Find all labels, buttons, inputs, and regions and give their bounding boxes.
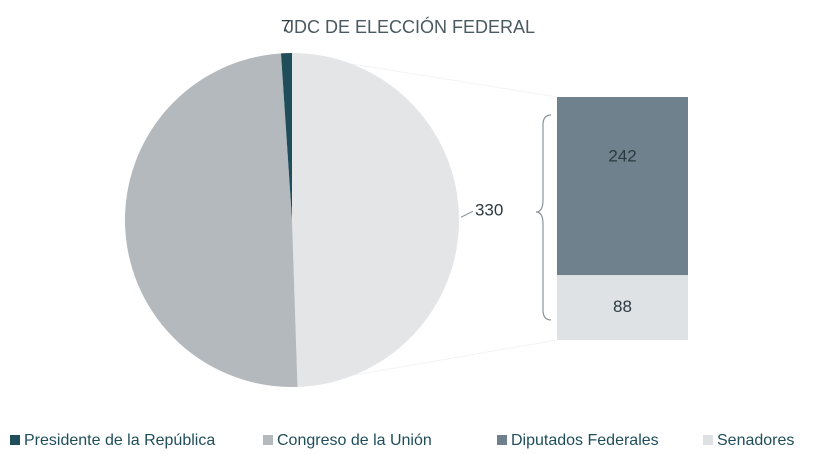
legend-swatch bbox=[263, 435, 273, 445]
bar-segment bbox=[557, 97, 688, 276]
leader-line bbox=[460, 210, 474, 218]
data-label: 7 bbox=[281, 17, 290, 36]
legend-text: Senadores bbox=[717, 432, 794, 449]
legend-swatch bbox=[703, 435, 713, 445]
legend-swatch bbox=[10, 435, 20, 445]
data-label: 330 bbox=[475, 201, 503, 220]
legend-text: Diputados Federales bbox=[511, 432, 659, 449]
bracket bbox=[535, 114, 552, 321]
legend-text: Presidente de la República bbox=[24, 432, 215, 449]
bar-segment bbox=[557, 275, 688, 340]
legend-swatch bbox=[497, 435, 507, 445]
legend-text: Congreso de la Unión bbox=[277, 432, 432, 449]
pie-slice bbox=[292, 53, 460, 387]
data-label: 88 bbox=[613, 297, 632, 316]
chart-title: JDC DE ELECCIÓN FEDERAL bbox=[285, 16, 535, 37]
data-label: 242 bbox=[608, 146, 636, 165]
pie-slice bbox=[124, 53, 298, 387]
pie-slice bbox=[280, 53, 292, 220]
